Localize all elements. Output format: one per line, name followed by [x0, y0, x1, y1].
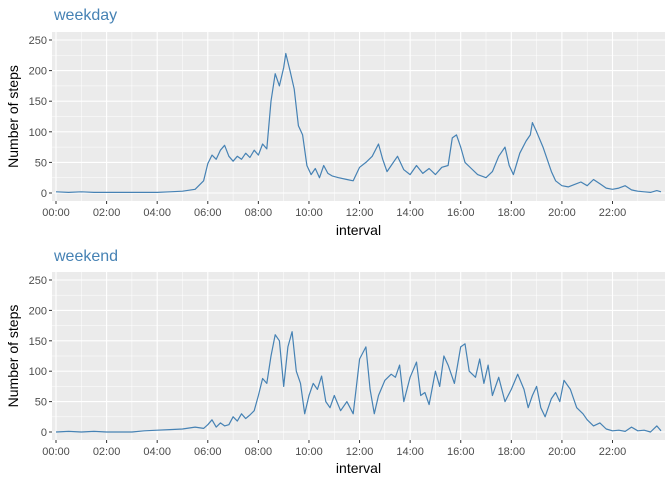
x-tick-label: 20:00: [548, 446, 576, 458]
y-tick-label: 50: [35, 157, 47, 169]
x-tick-label: 04:00: [143, 207, 171, 219]
x-tick-label: 08:00: [245, 446, 273, 458]
x-tick-label: 18:00: [498, 207, 526, 219]
y-tick-label: 250: [29, 275, 47, 287]
x-tick-label: 02:00: [93, 207, 121, 219]
x-tick-label: 14:00: [396, 207, 424, 219]
x-tick-label: 08:00: [245, 207, 273, 219]
x-tick-label: 16:00: [447, 446, 475, 458]
y-tick-label: 200: [29, 305, 47, 317]
x-tick-label: 12:00: [346, 446, 374, 458]
x-tick-label: 12:00: [346, 207, 374, 219]
y-tick-label: 0: [41, 188, 47, 200]
y-tick-label: 0: [41, 427, 47, 439]
series-line-weekday: [55, 52, 662, 193]
weekend-panel: 0 50 100 150 200 250 00:00 02:00 04:00 06:00 08:00…: [5, 248, 665, 476]
x-tick-label: 16:00: [447, 207, 475, 219]
x-tick-label: 00:00: [42, 446, 70, 458]
x-tick-label: 06:00: [194, 207, 222, 219]
y-tick-label: 150: [29, 336, 47, 348]
y-axis-title: Number of steps: [5, 305, 21, 408]
y-tick-label: 200: [29, 66, 47, 78]
x-tick-label: 02:00: [93, 446, 121, 458]
y-tick-label: 50: [35, 397, 47, 409]
x-tick-label: 04:00: [143, 446, 171, 458]
x-tick-label: 18:00: [498, 446, 526, 458]
y-tick-label: 250: [29, 35, 47, 47]
panel-title: weekend: [53, 248, 118, 265]
x-tick-label: 20:00: [548, 207, 576, 219]
x-tick-label: 00:00: [42, 207, 70, 219]
x-tick-label: 14:00: [396, 446, 424, 458]
series-line-weekend: [55, 331, 662, 433]
panel-title: weekday: [53, 7, 117, 24]
y-axis-title: Number of steps: [5, 65, 21, 168]
x-axis-title: interval: [336, 460, 381, 476]
y-tick-label: 100: [29, 366, 47, 378]
x-tick-label: 10:00: [295, 207, 323, 219]
x-tick-label: 22:00: [599, 207, 627, 219]
x-axis-title: interval: [336, 222, 381, 238]
y-tick-label: 100: [29, 127, 47, 139]
y-tick-label: 150: [29, 96, 47, 108]
x-tick-label: 10:00: [295, 446, 323, 458]
x-tick-label: 22:00: [599, 446, 627, 458]
x-tick-label: 06:00: [194, 446, 222, 458]
weekday-panel: 0 50 100 150 200 250 00:00 02:00 04:00 06:00 08:00…: [5, 7, 665, 238]
